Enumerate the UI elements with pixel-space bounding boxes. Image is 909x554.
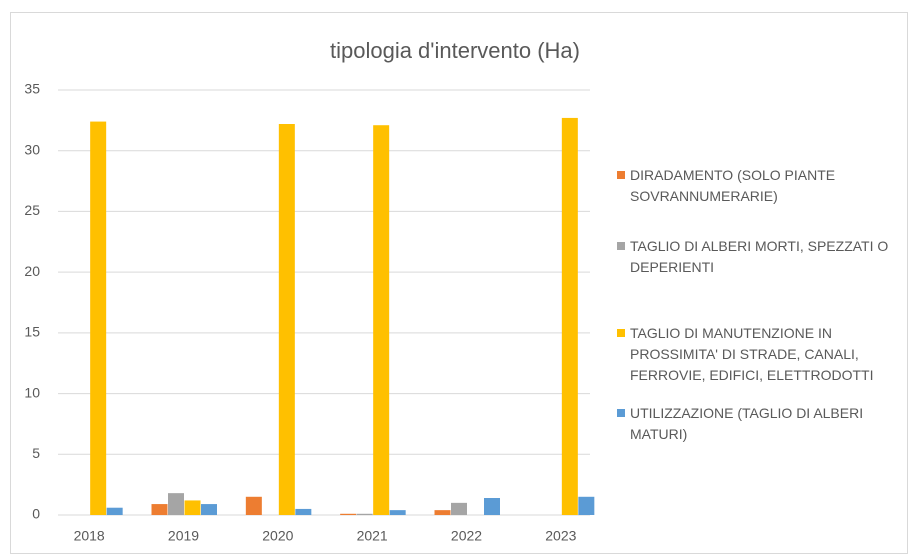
bar	[201, 504, 217, 515]
legend-item: UTILIZZAZIONE (TAGLIO DI ALBERI MATURI)	[617, 403, 892, 445]
bar	[106, 507, 123, 515]
legend-item: TAGLIO DI ALBERI MORTI, SPEZZATI O DEPER…	[617, 236, 892, 278]
bar	[484, 498, 500, 515]
x-tick-label: 2019	[168, 528, 199, 544]
legend-item: TAGLIO DI MANUTENZIONE IN PROSSIMITA' DI…	[617, 323, 892, 386]
bar	[151, 504, 168, 515]
legend-swatch	[617, 242, 625, 250]
legend-label: UTILIZZAZIONE (TAGLIO DI ALBERI MATURI)	[630, 405, 864, 442]
legend-label: DIRADAMENTO (SOLO PIANTE SOVRANNUMERARIE…	[630, 167, 836, 204]
y-tick-label: 0	[32, 506, 40, 522]
y-tick-label: 30	[24, 141, 40, 157]
bar	[451, 502, 467, 515]
chart-title: tipologia d'intervento (Ha)	[330, 38, 580, 63]
legend-swatch	[617, 171, 625, 179]
y-tick-label: 35	[24, 81, 40, 97]
bar	[434, 510, 451, 515]
bar	[578, 496, 595, 515]
bar	[340, 513, 357, 515]
x-tick-label: 2022	[451, 528, 482, 544]
bar	[184, 500, 201, 515]
bar	[278, 124, 295, 515]
x-tick-label: 2021	[357, 528, 388, 544]
bar	[245, 496, 262, 515]
legend-label: TAGLIO DI MANUTENZIONE IN PROSSIMITA' DI…	[630, 325, 874, 383]
y-tick-label: 15	[24, 324, 40, 340]
y-tick-label: 20	[24, 263, 40, 279]
y-tick-label: 10	[24, 384, 40, 400]
x-tick-label: 2018	[74, 528, 105, 544]
chart-frame	[10, 12, 908, 554]
legend-swatch	[617, 329, 625, 337]
bar	[389, 510, 406, 515]
legend-swatch	[617, 409, 625, 417]
bar	[561, 117, 578, 515]
x-tick-label: 2020	[262, 528, 293, 544]
bar	[356, 513, 373, 515]
bar	[373, 125, 390, 515]
bar	[90, 121, 107, 516]
legend-label: TAGLIO DI ALBERI MORTI, SPEZZATI O DEPER…	[630, 238, 889, 275]
y-tick-label: 5	[32, 445, 40, 461]
x-tick-label: 2023	[545, 528, 576, 544]
bar	[295, 508, 312, 515]
legend-item: DIRADAMENTO (SOLO PIANTE SOVRANNUMERARIE…	[617, 165, 892, 207]
bar	[168, 493, 184, 515]
y-tick-label: 25	[24, 202, 40, 218]
